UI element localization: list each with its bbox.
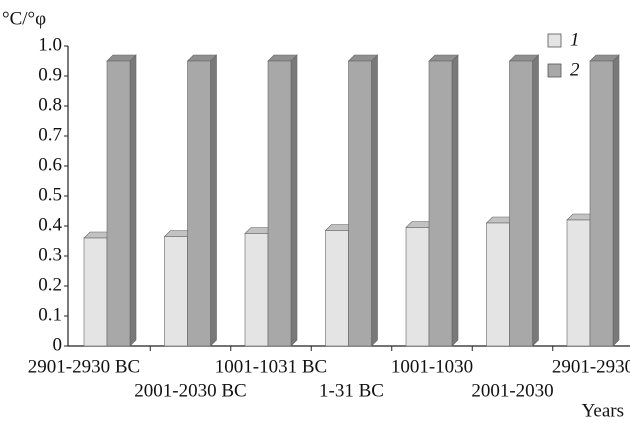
y-tick-label: 0.4 [38, 214, 62, 235]
bar [589, 60, 614, 347]
y-tick-label: 1.0 [38, 34, 62, 55]
x-tick-label: 1-31 BC [319, 380, 384, 401]
bar [83, 237, 108, 347]
y-tick-label: 0.3 [38, 244, 62, 265]
legend-swatch [547, 63, 562, 78]
y-tick-label: 0.7 [38, 124, 62, 145]
x-tick-label: 2901-2930 BC [28, 356, 140, 377]
y-tick-label: 0.9 [38, 64, 62, 85]
bar [244, 233, 269, 347]
y-tick-label: 0 [53, 334, 63, 355]
bar [164, 236, 188, 347]
x-tick-label: 2001-2030 [471, 380, 553, 401]
x-tick-label: 2001-2030 BC [134, 380, 246, 401]
y-axis-label: °C/°φ [2, 8, 46, 29]
y-tick-label: 0.8 [38, 94, 62, 115]
y-tick-label: 0.6 [38, 154, 62, 175]
y-tick-label: 0.5 [38, 184, 62, 205]
bar-side [290, 54, 298, 347]
bar [486, 222, 510, 347]
bar-side [532, 54, 539, 347]
bar-side [612, 54, 620, 347]
x-tick-label: 1001-1030 [391, 356, 473, 377]
bar [106, 60, 131, 347]
legend-label: 1 [570, 29, 580, 50]
bar [325, 230, 349, 347]
bar-side [210, 54, 217, 347]
bar [405, 227, 430, 347]
legend-label: 2 [570, 59, 580, 80]
bar-side [451, 54, 459, 347]
x-axis-label: Years [582, 400, 624, 421]
bar [566, 219, 591, 347]
bar [187, 60, 211, 347]
bar [428, 60, 453, 347]
x-tick-label: 2901-2930 [552, 356, 630, 377]
bar [348, 60, 372, 347]
bar [509, 60, 533, 347]
bar-side [371, 54, 378, 347]
y-tick-label: 0.2 [38, 274, 62, 295]
bar-side [129, 54, 137, 347]
bar [267, 60, 292, 347]
y-tick-label: 0.1 [38, 304, 62, 325]
x-tick-label: 1001-1031 BC [215, 356, 327, 377]
legend-swatch [547, 33, 562, 48]
